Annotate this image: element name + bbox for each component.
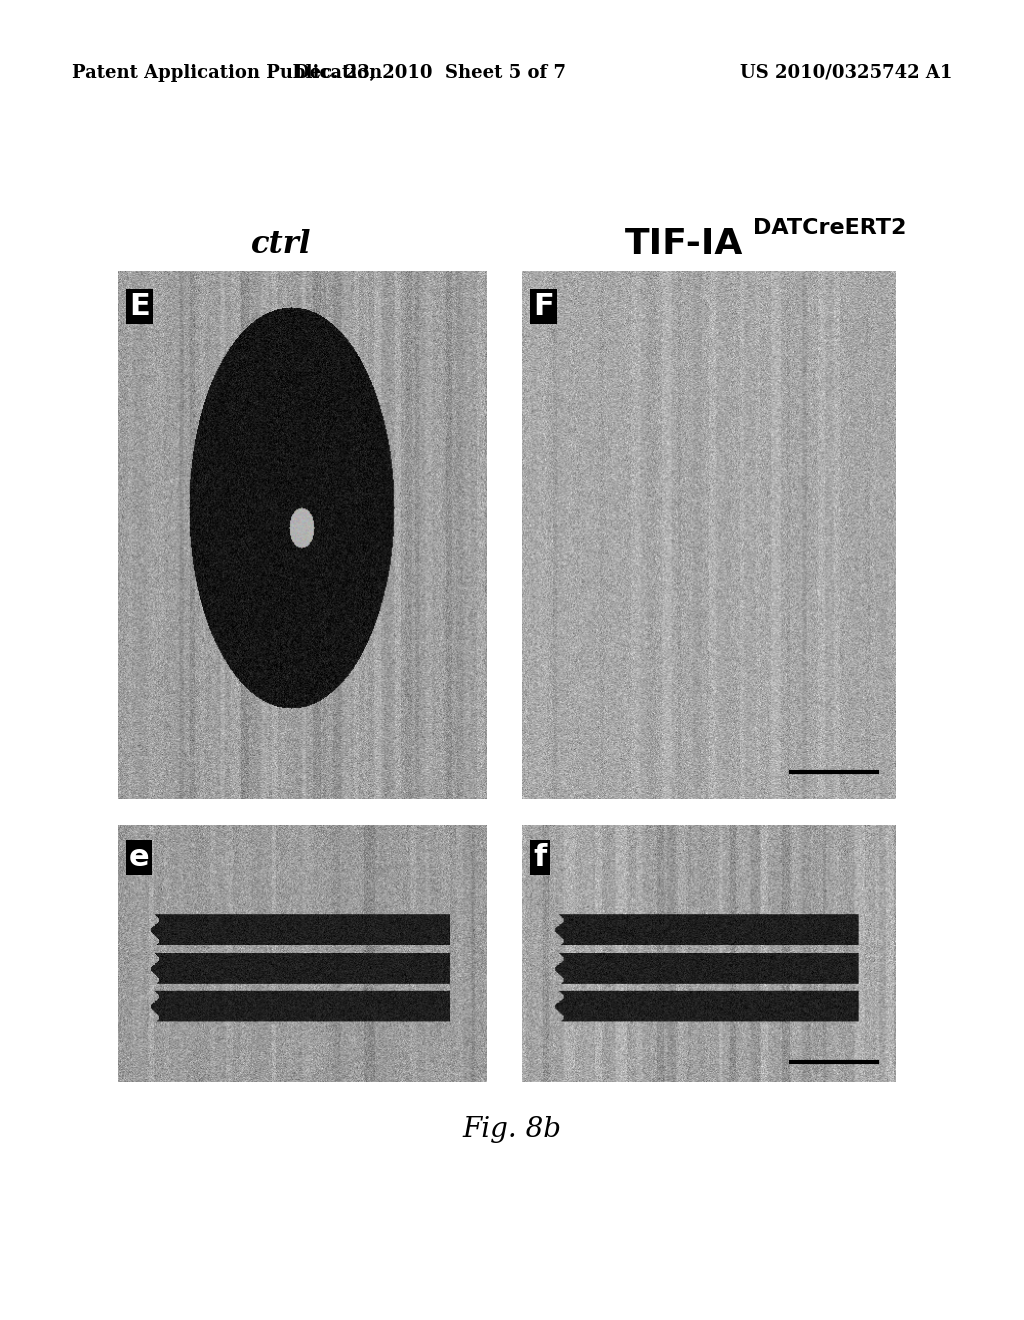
Text: ctrl: ctrl <box>251 228 312 260</box>
Text: DATCreERT2: DATCreERT2 <box>753 218 906 239</box>
Text: US 2010/0325742 A1: US 2010/0325742 A1 <box>740 63 952 82</box>
Text: F: F <box>534 292 554 321</box>
Text: Patent Application Publication: Patent Application Publication <box>72 63 382 82</box>
Text: e: e <box>129 843 150 873</box>
Text: TIF-IA: TIF-IA <box>625 227 743 261</box>
Text: f: f <box>534 843 547 873</box>
Text: Fig. 8b: Fig. 8b <box>463 1117 561 1143</box>
Text: Dec. 23, 2010  Sheet 5 of 7: Dec. 23, 2010 Sheet 5 of 7 <box>294 63 566 82</box>
Text: E: E <box>129 292 150 321</box>
